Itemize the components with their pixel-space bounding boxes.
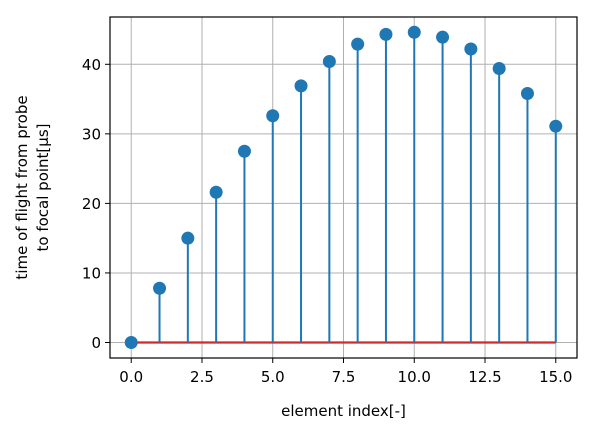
y-tick-label: 0: [91, 334, 101, 352]
x-tick-label: 0.0: [119, 368, 143, 386]
stem-marker: [209, 185, 223, 199]
stems: [158, 32, 557, 343]
stem-marker: [379, 27, 393, 41]
grid: [110, 17, 577, 358]
stem-marker: [266, 109, 280, 123]
y-tick-label: 10: [82, 264, 101, 282]
y-tick-label: 20: [82, 195, 101, 213]
x-tick-label: 2.5: [190, 368, 214, 386]
stem-marker: [124, 335, 138, 349]
stem-marker: [464, 42, 478, 56]
stem-marker: [436, 30, 450, 44]
x-tick-label: 15.0: [539, 368, 572, 386]
x-axis-label: element index[-]: [281, 402, 406, 420]
stem-marker: [492, 61, 506, 75]
y-axis-label-line-2: to focal point[μs]: [34, 124, 52, 252]
x-tick-label: 5.0: [261, 368, 285, 386]
x-tick-label: 12.5: [468, 368, 501, 386]
stem-marker: [153, 281, 167, 295]
stem-marker: [322, 55, 336, 69]
y-tick-label: 30: [82, 125, 101, 143]
x-tick-label: 10.0: [398, 368, 431, 386]
stem-marker: [294, 79, 308, 93]
y-tick-label: 40: [82, 56, 101, 74]
stem-marker: [520, 87, 534, 101]
stem-marker: [407, 25, 421, 39]
ticks: 0.0 2.5 5.0 7.5 10.0 12.5 15.0 0 10 20 30 40: [82, 56, 573, 386]
x-tick-label: 7.5: [332, 368, 356, 386]
markers: [124, 25, 563, 349]
stem-marker: [181, 231, 195, 245]
y-axis-label-line-1: time of flight from probe: [13, 95, 31, 279]
stem-marker: [351, 37, 365, 51]
stem-marker: [237, 144, 251, 158]
stem-marker: [549, 119, 563, 133]
